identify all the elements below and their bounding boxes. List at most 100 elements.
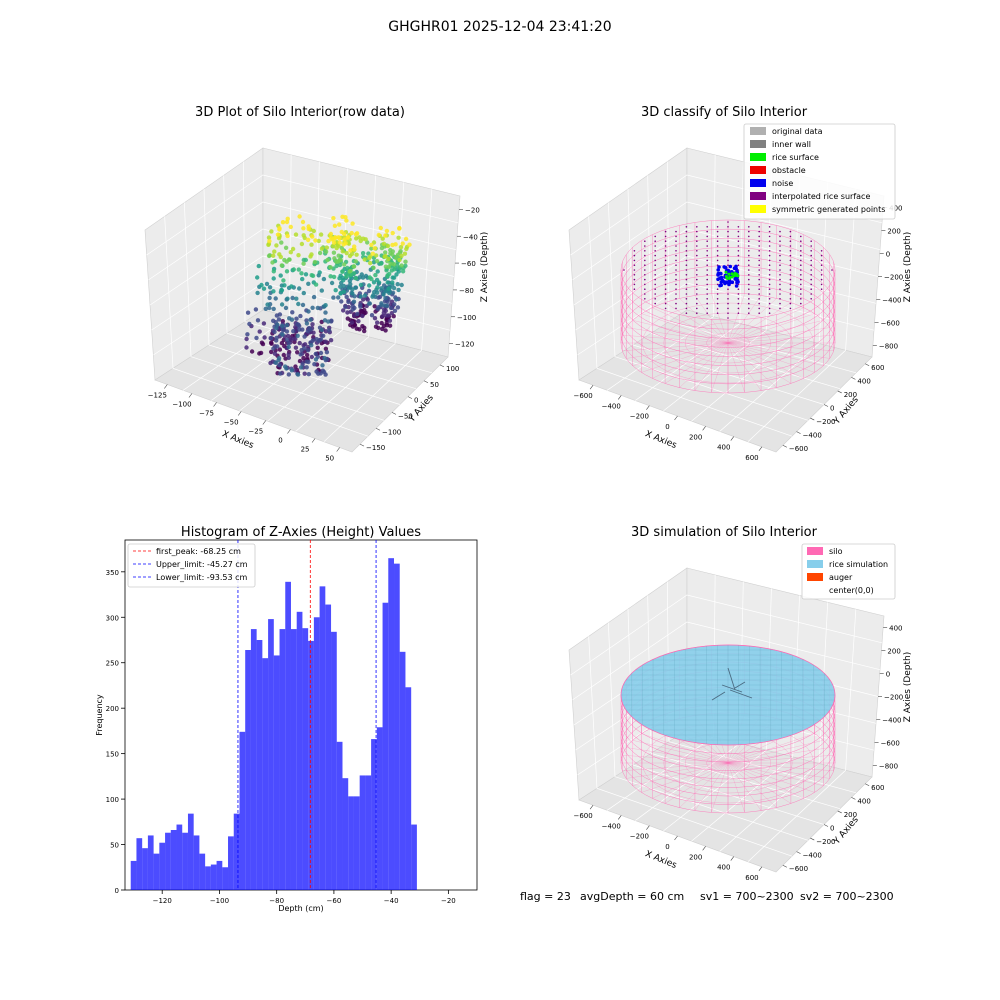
y-tick-label: 600 — [871, 784, 884, 792]
data-point — [249, 349, 255, 354]
interpolated-point — [737, 230, 740, 233]
rice-surface-point — [724, 275, 728, 278]
x-tick-mark — [164, 384, 168, 389]
data-point — [331, 295, 336, 300]
histogram-bar — [359, 775, 366, 890]
interpolated-point — [800, 293, 802, 295]
interpolated-point — [696, 226, 698, 228]
data-point — [400, 269, 406, 274]
data-point — [332, 256, 337, 261]
interpolated-point — [758, 307, 760, 310]
data-point — [306, 309, 311, 314]
data-point — [340, 249, 345, 254]
interpolated-point — [696, 245, 698, 247]
data-point — [245, 332, 250, 337]
data-point — [396, 287, 401, 293]
interpolated-point — [748, 288, 750, 291]
x-tick-label: −100 — [210, 897, 229, 905]
data-point — [309, 273, 314, 278]
data-point — [386, 256, 391, 261]
data-point — [277, 347, 283, 352]
z-tick-label: 0 — [886, 251, 890, 259]
z-tick-label: −600 — [881, 320, 900, 328]
data-point — [287, 257, 292, 262]
data-point — [269, 349, 274, 355]
interpolated-point — [768, 254, 771, 257]
data-point — [362, 293, 368, 298]
y-tick-mark — [851, 377, 856, 380]
interpolated-point — [779, 240, 781, 242]
interpolated-point — [748, 235, 750, 238]
histogram-bar — [365, 775, 372, 890]
panel2-classified-points — [623, 221, 833, 319]
data-point — [309, 343, 314, 348]
interpolated-point — [644, 283, 646, 286]
data-point — [301, 257, 306, 263]
silo-floor-spoke — [641, 762, 729, 793]
x-tick-label: −100 — [172, 401, 191, 409]
y-tick-mark — [837, 810, 842, 814]
histogram-bar — [165, 832, 171, 890]
data-point — [267, 239, 272, 244]
silo-floor-spoke — [727, 327, 830, 344]
data-point — [340, 269, 345, 274]
data-point — [365, 297, 370, 302]
data-point — [390, 280, 395, 285]
legend-swatch — [750, 179, 766, 187]
data-point — [337, 236, 342, 241]
data-point — [286, 372, 291, 377]
interpolated-point — [748, 298, 750, 300]
interpolated-point — [758, 235, 760, 238]
interpolated-point — [789, 283, 792, 286]
interpolated-point — [644, 254, 646, 257]
data-point — [281, 337, 286, 343]
data-point — [297, 340, 302, 346]
data-point — [277, 226, 282, 231]
data-point — [258, 350, 264, 356]
interpolated-point — [696, 230, 698, 233]
data-point — [400, 241, 405, 246]
data-point — [286, 352, 291, 357]
auger-line — [729, 689, 753, 699]
data-point — [344, 218, 349, 223]
data-point — [279, 340, 285, 346]
histogram-bar — [353, 796, 360, 890]
legend-swatch — [807, 560, 823, 568]
data-point — [361, 297, 366, 302]
data-point — [360, 275, 366, 280]
silo-floor-spoke — [641, 733, 729, 764]
interpolated-point — [706, 230, 708, 233]
data-point — [376, 325, 381, 331]
data-point — [343, 241, 348, 246]
interpolated-point — [675, 302, 677, 305]
histogram-bar — [336, 741, 343, 890]
legend-label: Lower_limit: -93.53 cm — [156, 573, 248, 582]
interpolated-point — [706, 288, 708, 291]
data-point — [267, 285, 273, 290]
interpolated-point — [633, 288, 636, 291]
panel2-title: 3D classify of Silo Interior — [641, 105, 808, 120]
data-point — [259, 282, 264, 288]
silo-floor-spoke — [632, 740, 729, 764]
data-point — [321, 276, 327, 282]
data-point — [357, 327, 362, 332]
interpolated-point — [675, 245, 677, 247]
x-tick-label: −600 — [573, 392, 592, 400]
histogram-bar — [176, 824, 183, 890]
silo-floor-spoke — [622, 754, 729, 764]
noise-point — [719, 275, 724, 280]
noise-point — [716, 268, 720, 272]
interpolated-point — [654, 259, 656, 262]
rice-surface-point — [727, 272, 731, 276]
data-point — [363, 237, 368, 242]
y-tick-mark — [391, 412, 397, 415]
interpolated-point — [748, 240, 750, 242]
interpolated-point — [675, 288, 677, 291]
data-point — [316, 238, 321, 244]
interpolated-point — [644, 269, 646, 271]
interpolated-point — [789, 298, 792, 300]
interpolated-point — [758, 264, 760, 267]
data-point — [328, 265, 333, 270]
data-point — [278, 273, 283, 278]
data-point — [396, 235, 401, 240]
